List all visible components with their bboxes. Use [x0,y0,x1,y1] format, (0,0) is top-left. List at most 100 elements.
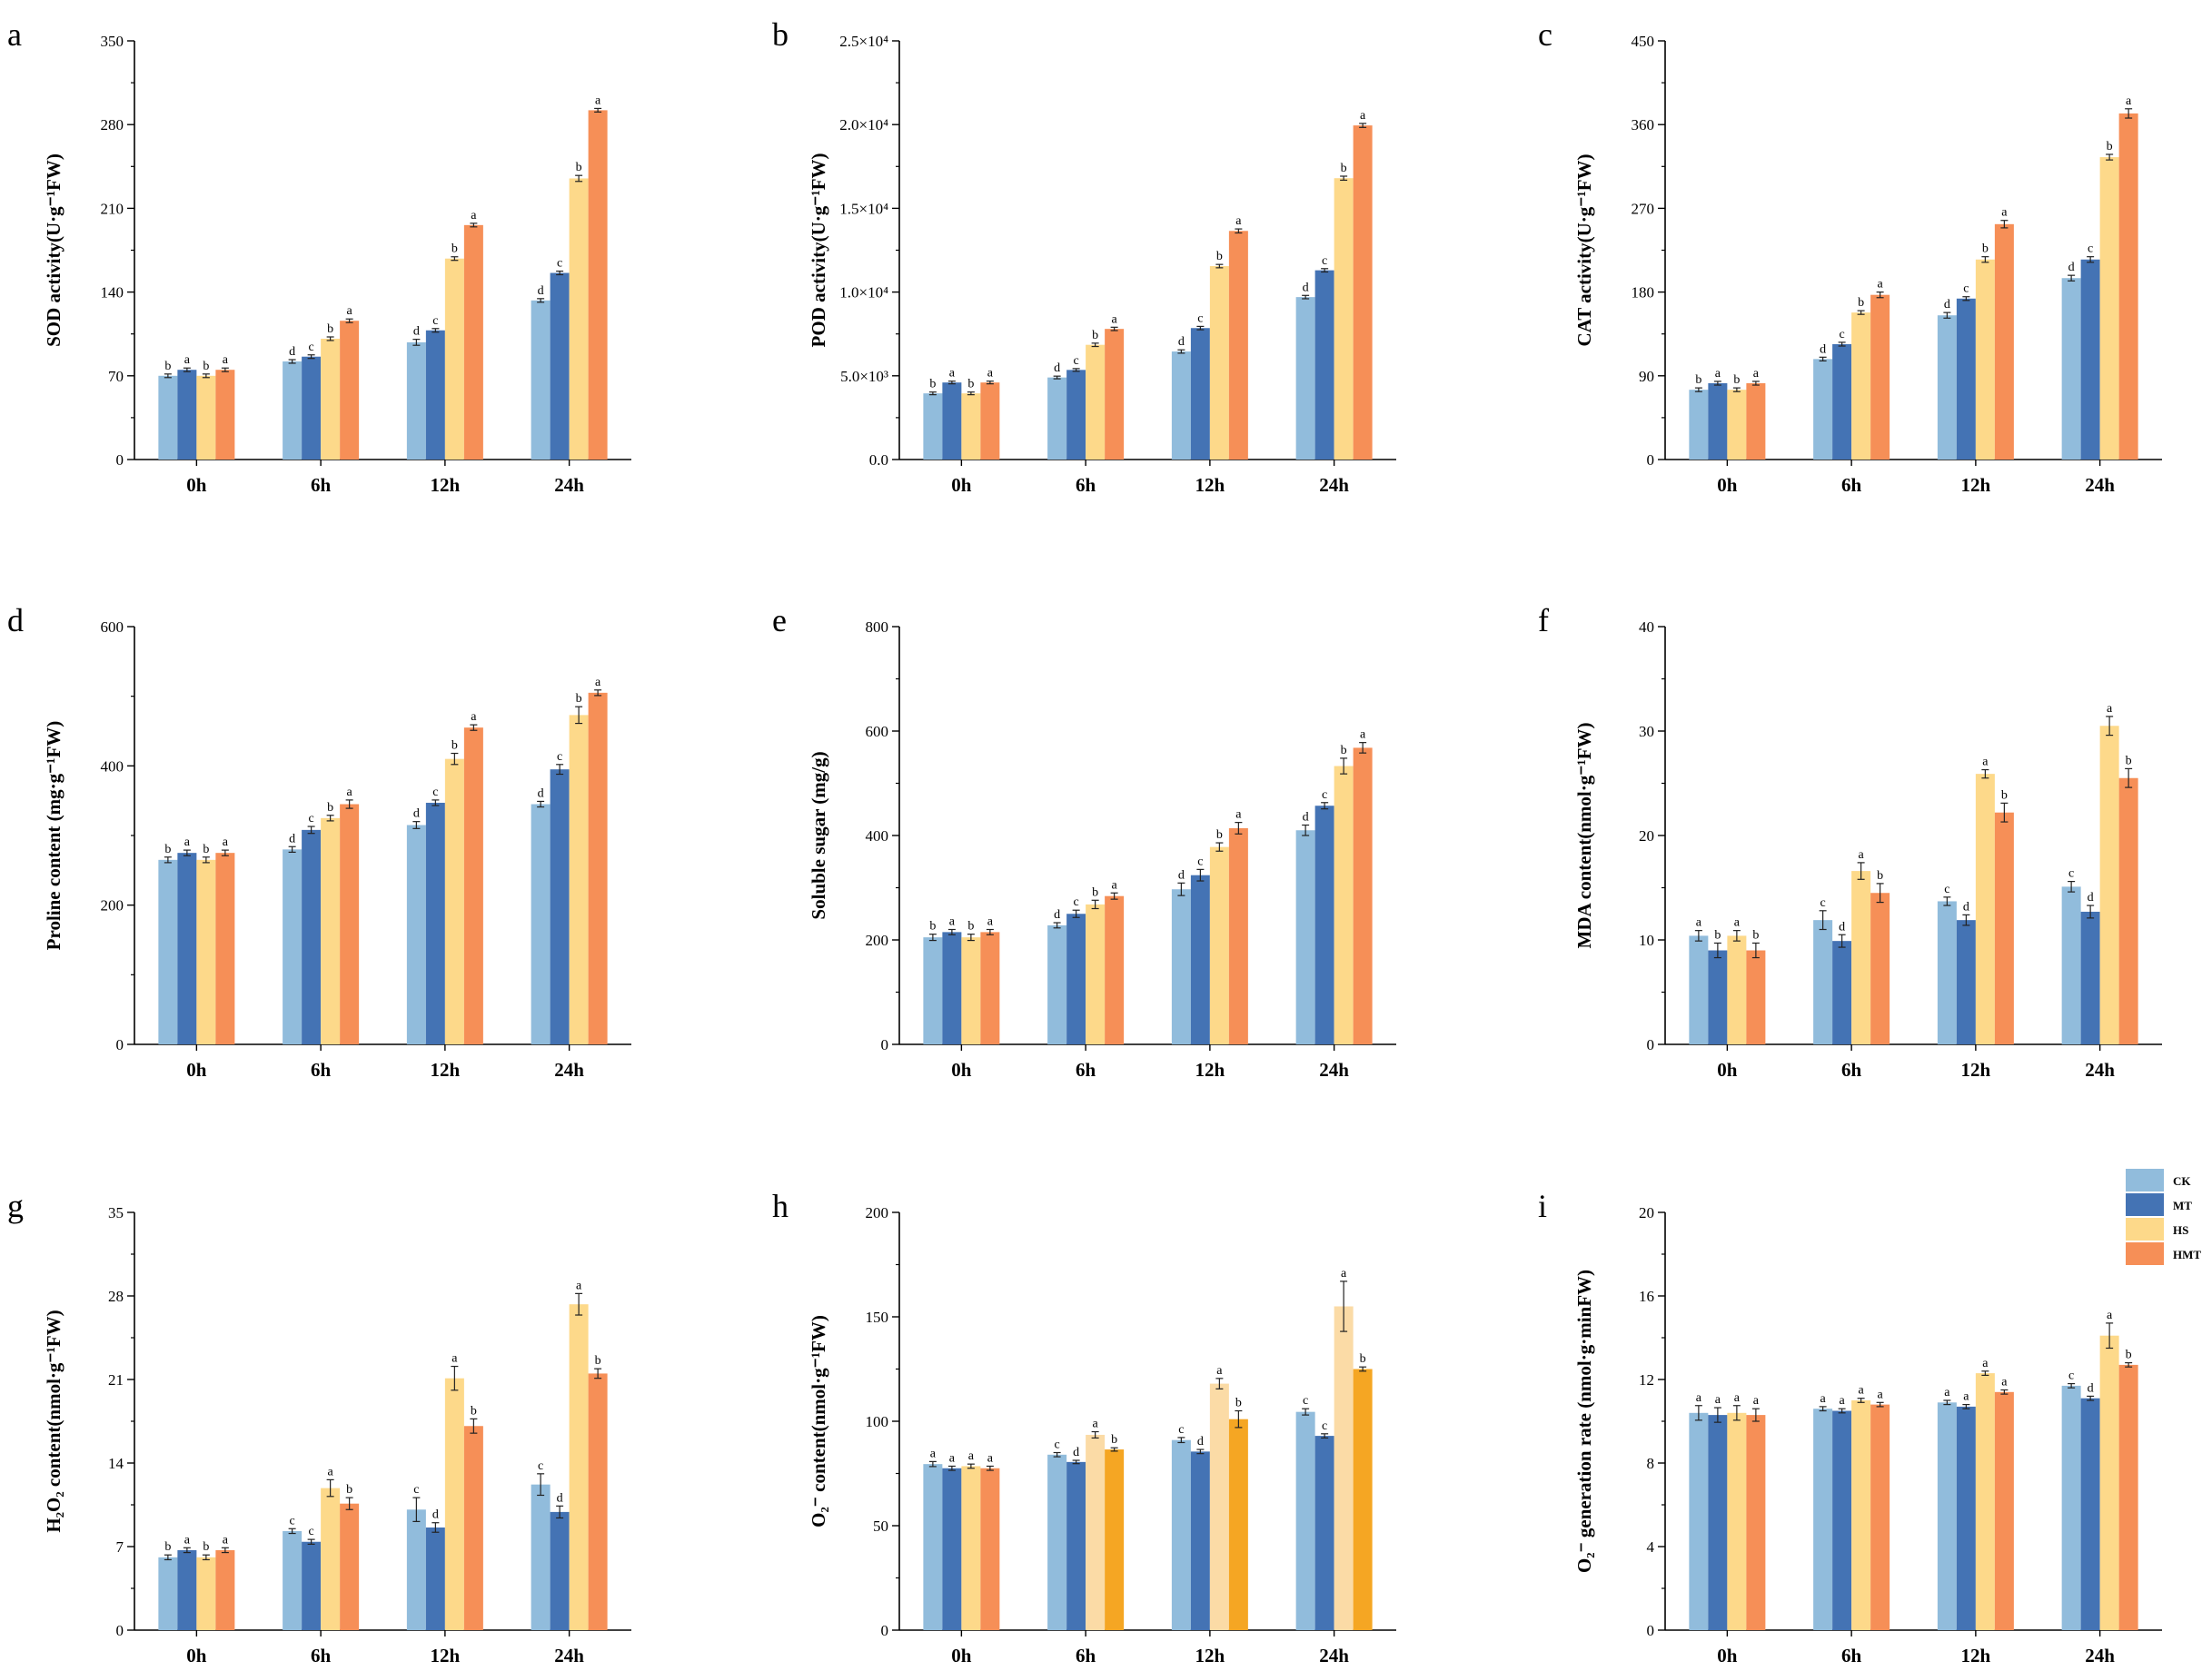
x-tick-label: 12h [1961,1645,1991,1666]
y-tick-label: 20 [1639,827,1654,845]
significance-letter: c [1197,311,1203,325]
bar-mt [1708,382,1728,460]
significance-letter: a [1753,1394,1760,1408]
bar-mt [177,853,197,1044]
y-axis-label: Proline content (mg·g⁻¹FW) [43,721,64,951]
y-tick-label: 200 [866,1204,889,1221]
bar-hs [1334,766,1354,1044]
y-tick-label: 350 [101,33,124,50]
bar-mt [1066,1461,1086,1630]
y-tick-label: 0 [116,1036,124,1053]
bar-hs [1209,846,1229,1044]
bar-mt [425,802,445,1044]
x-tick-label: 6h [311,1645,332,1666]
bar-mt [1190,875,1210,1044]
bar-ck [1937,901,1957,1044]
x-tick-label: 24h [554,474,584,496]
bar-hmt [2118,777,2138,1044]
bar-hs [961,1466,981,1630]
bar-hmt [1228,231,1248,460]
panel-d: d 0 200 400 600 Proline content (mg·g⁻¹FW) 0h b… [7,602,631,1081]
y-tick-label: 2.5×10⁴ [839,33,888,50]
significance-letter: a [1734,1391,1741,1405]
significance-letter: b [1733,373,1740,387]
x-tick-label: 0h [951,474,972,496]
significance-letter: a [1944,1386,1950,1399]
y-tick-label: 4 [1647,1538,1655,1556]
x-tick-label: 24h [554,1059,584,1081]
y-tick-label: 35 [108,1204,124,1221]
significance-letter: c [309,341,314,354]
significance-letter: b [2126,754,2132,767]
bar-ck [2061,1385,2081,1630]
significance-letter: d [1944,298,1950,311]
y-tick-label: 50 [873,1518,888,1535]
bar-mt [302,829,322,1044]
bar-ck [923,393,943,460]
bar-ck [1171,889,1191,1044]
significance-letter: c [1303,1394,1308,1408]
significance-letter: a [949,915,956,929]
y-tick-label: 12 [1639,1371,1654,1389]
bar-hmt [1746,382,1766,460]
y-tick-label: 28 [108,1288,124,1305]
significance-letter: a [1820,1392,1827,1406]
significance-letter: a [1859,1384,1865,1398]
significance-letter: c [2088,242,2093,256]
significance-letter: a [1715,367,1721,381]
bar-hs [1975,1373,1995,1630]
significance-letter: b [1092,329,1098,342]
significance-letter: c [1178,1423,1184,1437]
bar-hs [1334,1306,1354,1630]
significance-letter: a [968,1449,975,1463]
x-tick-label: 6h [311,474,332,496]
y-tick-label: 0 [1647,1622,1655,1639]
significance-letter: d [413,325,420,339]
bar-hs [961,393,981,460]
bar-hmt [1353,1369,1373,1630]
x-tick-label: 24h [554,1645,584,1666]
legend-label-hs: HS [2173,1223,2188,1237]
significance-letter: a [1753,367,1760,381]
bar-hs [1086,904,1106,1044]
significance-letter: c [2068,867,2074,881]
significance-letter: b [1877,869,1883,883]
significance-letter: c [1840,328,1845,341]
bar-mt [1066,914,1086,1044]
significance-letter: c [309,1525,314,1538]
significance-letter: a [576,1279,582,1292]
significance-letter: a [1216,1364,1223,1378]
x-tick-label: 0h [1717,1059,1738,1081]
bar-hmt [1228,827,1248,1044]
significance-letter: a [987,915,994,929]
significance-letter: a [223,1533,229,1547]
bar-hs [569,1304,589,1630]
x-tick-label: 12h [1195,1645,1225,1666]
x-tick-label: 6h [1076,1645,1096,1666]
bar-ck [531,300,551,460]
significance-letter: c [1197,855,1203,868]
bar-hs [1334,178,1354,460]
bar-ck [406,1509,426,1630]
significance-letter: d [1054,908,1060,922]
y-axis-label: O₂⁻ generation rate (nmol·g·minFW) [1573,1270,1595,1573]
significance-letter: a [328,1465,334,1478]
bar-mt [942,932,962,1044]
significance-letter: c [1963,282,1969,296]
bar-hs [1086,344,1106,460]
panel-c: c 0 90 180 270 360 450 CAT activity(U·g⁻¹FW) 0h b… [1538,16,2162,496]
bar-mt [1956,920,1976,1044]
y-tick-label: 70 [108,368,124,385]
panel-b: b 0.0 5.0×10³ 1.0×10⁴ 1.5×10⁴ 2.0×10⁴ 2.5×10⁴ P… [772,16,1396,496]
significance-letter: a [1112,312,1118,326]
bar-hmt [1870,294,1890,460]
bar-ck [158,375,178,460]
bar-hs [1851,312,1871,460]
bar-hmt [1353,125,1373,460]
bar-hmt [215,853,235,1044]
x-tick-label: 24h [2085,474,2115,496]
y-tick-label: 2.0×10⁴ [839,116,888,133]
bar-ck [1047,924,1067,1044]
significance-letter: a [1360,109,1366,123]
